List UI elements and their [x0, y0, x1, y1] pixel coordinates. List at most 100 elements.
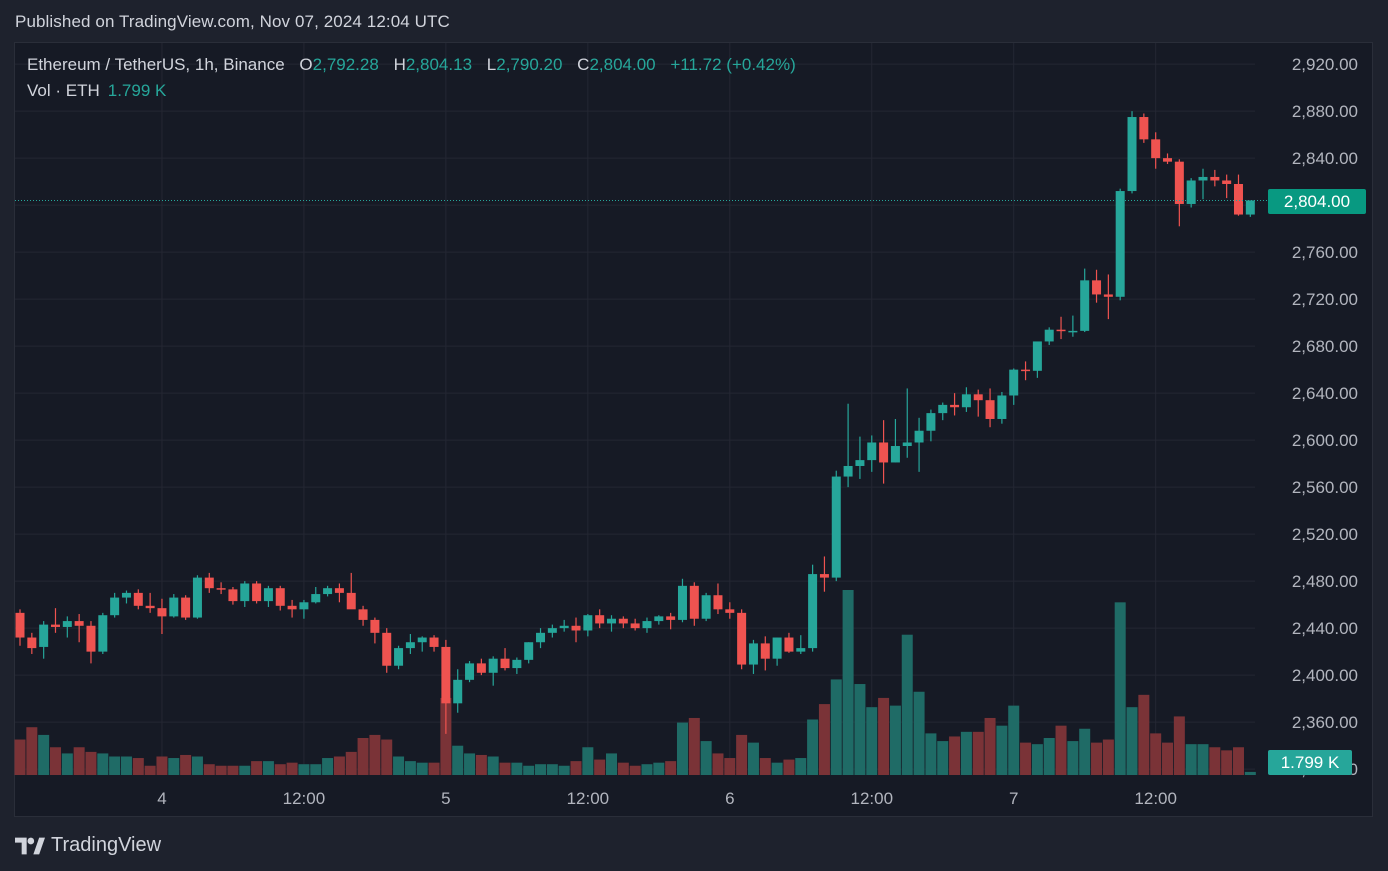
volume-bar: [842, 590, 854, 775]
candle-body: [228, 589, 238, 602]
tradingview-logo-icon: [15, 837, 45, 854]
volume-bar: [582, 747, 594, 775]
candle-body: [961, 394, 971, 408]
volume-bar: [736, 734, 748, 775]
candle-body: [571, 625, 581, 631]
candle-body: [997, 395, 1007, 419]
grid-lines: [15, 43, 1255, 775]
volume-bars: [14, 590, 1256, 775]
candle-body: [524, 642, 534, 660]
time-tick-label: 12:00: [850, 789, 893, 808]
candle-body: [689, 585, 699, 619]
time-tick-label: 5: [441, 789, 450, 808]
last-price-badge: 2,804.00: [1268, 189, 1366, 214]
volume-bar: [333, 756, 345, 775]
volume-bar: [889, 705, 901, 775]
volume-bar: [676, 722, 688, 775]
volume-bar: [807, 719, 819, 775]
volume-bar: [1138, 694, 1150, 775]
candle-body: [784, 637, 794, 652]
candle-body: [760, 643, 770, 659]
volume-bar: [452, 745, 464, 775]
candle-body: [441, 646, 451, 704]
volume-bar: [464, 753, 476, 775]
volume-bar: [428, 762, 440, 775]
symbol-label[interactable]: Ethereum / TetherUS, 1h, Binance: [27, 55, 285, 74]
candle-body: [938, 404, 948, 414]
candle-body: [346, 592, 356, 610]
volume-bar: [1244, 771, 1256, 775]
volume-bar: [1232, 747, 1244, 775]
price-tick-label: 2,520.00: [1292, 525, 1358, 544]
candle-body: [394, 648, 404, 666]
volume-bar: [996, 725, 1008, 775]
candle-body: [1092, 280, 1102, 295]
volume-bar: [499, 762, 511, 775]
high-label: H: [393, 55, 406, 74]
footer-branding[interactable]: TradingView: [15, 834, 161, 857]
volume-bar: [747, 742, 759, 775]
volume-bar: [1173, 716, 1185, 775]
volume-bar: [475, 754, 487, 775]
price-tick-label: 2,680.00: [1292, 337, 1358, 356]
volume-bar: [783, 759, 795, 775]
candle-body: [62, 621, 72, 627]
volume-bar: [1102, 739, 1114, 775]
volume-bar: [1031, 744, 1043, 775]
candle-body: [843, 465, 853, 477]
time-tick-label: 7: [1009, 789, 1018, 808]
candle-body: [831, 476, 841, 578]
candle-body: [417, 637, 427, 643]
candle-body: [1068, 330, 1078, 333]
candle-body: [595, 615, 605, 624]
candle-body: [110, 597, 120, 616]
candle-body: [86, 625, 96, 652]
candle-body: [973, 394, 983, 401]
volume-bar: [322, 758, 334, 775]
volume-bar: [854, 684, 866, 775]
candle-body: [323, 588, 333, 595]
volume-bar: [1079, 728, 1091, 775]
volume-bar: [85, 751, 97, 775]
close-value: 2,804.00: [589, 55, 656, 74]
candle-body: [181, 597, 191, 618]
candle-body: [879, 442, 889, 463]
chart-panel[interactable]: [14, 42, 1373, 817]
volume-label[interactable]: Vol · ETH: [27, 81, 100, 100]
candle-body: [275, 588, 285, 606]
volume-bar: [913, 691, 925, 775]
volume-bar: [606, 753, 617, 775]
low-label: L: [486, 55, 497, 74]
volume-bar: [357, 738, 369, 775]
candle-body: [476, 663, 486, 673]
volume-bar: [227, 765, 239, 775]
price-tick-label: 2,480.00: [1292, 572, 1358, 591]
volume-bar: [262, 761, 274, 775]
volume-bar: [866, 707, 878, 775]
volume-bar: [73, 747, 85, 775]
volume-bar: [239, 765, 251, 775]
volume-bar: [937, 741, 949, 775]
candle-body: [583, 615, 593, 631]
candle-body: [1080, 280, 1090, 331]
candle-body: [121, 592, 131, 598]
candle-body: [512, 659, 522, 669]
candle-body: [618, 618, 628, 624]
volume-bar: [878, 697, 890, 775]
volume-bar: [416, 762, 428, 775]
candle-body: [1044, 329, 1054, 342]
volume-bar: [109, 756, 121, 775]
candle-body: [453, 679, 463, 704]
candle-body: [1127, 117, 1137, 192]
candles: [15, 111, 1255, 734]
volume-bar: [594, 759, 606, 775]
volume-bar: [191, 756, 203, 775]
candle-body: [890, 446, 900, 463]
volume-bar: [61, 753, 73, 775]
candle-body: [819, 574, 829, 578]
ohlc-legend: Ethereum / TetherUS, 1h, Binance O2,792.…: [27, 55, 796, 74]
candle-body: [311, 594, 321, 603]
volume-bar: [830, 679, 842, 775]
candle-body: [1233, 183, 1243, 215]
